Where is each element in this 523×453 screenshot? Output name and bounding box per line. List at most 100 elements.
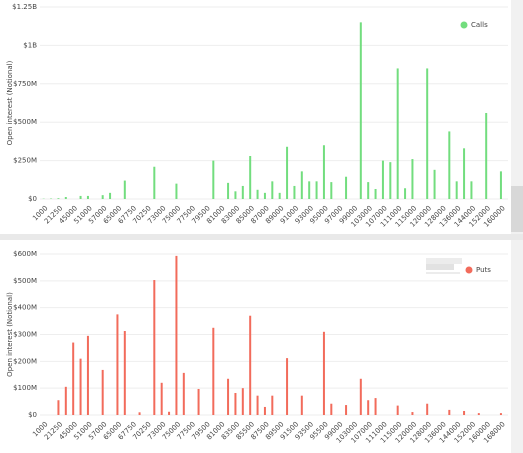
bar <box>396 68 399 199</box>
y-tick-label: $300M <box>13 331 37 339</box>
panel <box>0 240 511 453</box>
y-tick-label: $500M <box>13 277 37 285</box>
legend-label: Calls <box>471 21 488 29</box>
bar <box>330 403 333 415</box>
bar <box>463 148 466 199</box>
y-tick-label: $500M <box>13 118 37 126</box>
placeholder <box>426 272 460 274</box>
bar <box>271 395 274 415</box>
bar <box>359 378 362 415</box>
bar <box>227 182 230 199</box>
bar <box>271 181 274 199</box>
panel <box>0 0 511 234</box>
bar <box>300 395 303 415</box>
bar <box>72 342 75 415</box>
bar <box>249 155 252 199</box>
bar <box>300 171 303 199</box>
legend-marker <box>460 21 468 29</box>
bar <box>367 182 370 199</box>
bar <box>249 315 252 415</box>
bar <box>123 180 126 199</box>
y-tick-label: $250M <box>13 157 37 165</box>
bar <box>79 358 82 415</box>
y-axis-title: Open interest (Notional) <box>6 60 14 145</box>
bar <box>345 405 348 415</box>
y-tick-label: $0 <box>28 195 37 203</box>
placeholder <box>426 264 454 270</box>
bar <box>153 166 156 199</box>
bar <box>123 331 126 415</box>
bar <box>286 358 289 415</box>
bar <box>153 280 156 415</box>
scrollbar <box>511 0 523 234</box>
bar <box>212 327 215 415</box>
bar <box>293 185 296 199</box>
y-tick-label: $600M <box>13 250 37 258</box>
bar <box>278 192 281 199</box>
bar <box>374 189 377 199</box>
bar <box>138 412 141 415</box>
y-tick-label: $1B <box>23 41 37 49</box>
bar <box>212 160 215 199</box>
bar <box>322 145 325 199</box>
bar <box>64 386 67 415</box>
bar <box>116 314 119 415</box>
bar <box>381 160 384 199</box>
legend-marker <box>465 266 473 274</box>
bar <box>345 176 348 199</box>
bar <box>263 406 266 415</box>
bar <box>256 189 259 199</box>
bar <box>499 413 502 415</box>
bar <box>64 197 67 199</box>
y-tick-label: $100M <box>13 384 37 392</box>
y-axis-title: Open interest (Notional) <box>6 292 14 377</box>
bar <box>315 181 318 199</box>
bar <box>101 369 104 415</box>
bar <box>426 403 429 415</box>
bar <box>448 409 451 415</box>
legend-label: Puts <box>476 266 491 274</box>
bar <box>109 192 112 199</box>
y-tick-label: $750M <box>13 80 37 88</box>
bar <box>367 400 370 415</box>
bar <box>374 398 377 415</box>
bar <box>463 410 466 415</box>
bar <box>455 181 458 199</box>
bar <box>477 413 480 415</box>
bar <box>175 255 178 415</box>
bar <box>241 185 244 199</box>
bar <box>411 412 414 415</box>
bar <box>330 182 333 199</box>
bar <box>57 198 60 199</box>
bar <box>448 131 451 199</box>
bar <box>101 195 104 199</box>
bar <box>389 162 392 199</box>
y-tick-label: $1.25B <box>12 3 37 11</box>
bar <box>433 169 436 199</box>
bar <box>359 22 362 199</box>
bar <box>234 392 237 415</box>
bar <box>404 188 407 199</box>
bar <box>426 68 429 199</box>
bar <box>57 400 60 415</box>
bar <box>86 195 89 199</box>
bar <box>485 112 488 199</box>
bar <box>256 395 259 415</box>
y-tick-label: $200M <box>13 357 37 365</box>
bar <box>322 331 325 415</box>
bar <box>241 388 244 415</box>
bar <box>182 372 185 415</box>
bar <box>227 378 230 415</box>
bar <box>168 411 171 415</box>
bar <box>197 388 200 415</box>
y-tick-label: $0 <box>28 411 37 419</box>
bar <box>308 181 311 199</box>
bar <box>234 191 237 199</box>
bar <box>79 195 82 199</box>
y-tick-label: $400M <box>13 304 37 312</box>
bar <box>499 171 502 199</box>
scrollbar <box>511 240 523 453</box>
scrollbar-thumb <box>511 186 523 232</box>
